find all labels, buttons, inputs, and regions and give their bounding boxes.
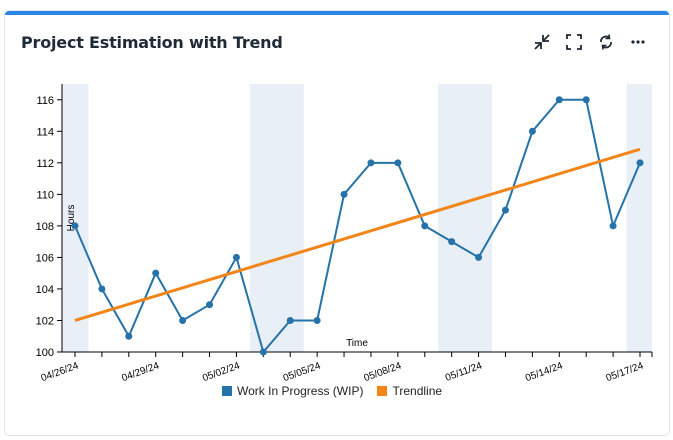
refresh-icon[interactable] [597, 33, 615, 51]
wip-point [421, 222, 429, 230]
x-tick-label: 04/26/24 [40, 360, 81, 384]
y-tick-label: 110 [36, 189, 54, 201]
weekend-band [62, 84, 89, 352]
legend-item-trendline[interactable]: Trendline [377, 384, 442, 398]
card-toolbar [533, 33, 647, 51]
wip-point [582, 96, 590, 104]
wip-point [636, 159, 644, 167]
wip-point [313, 316, 321, 324]
wip-point [179, 316, 187, 324]
legend-swatch-trendline [377, 386, 388, 396]
weekend-band [626, 84, 652, 352]
wip-point [340, 190, 348, 198]
wip-line [74, 98, 641, 355]
wip-point [555, 96, 563, 104]
x-tick-label: 05/05/24 [282, 360, 323, 384]
more-icon[interactable] [629, 33, 647, 51]
wip-point [609, 222, 617, 230]
wip-point [71, 222, 79, 230]
fullscreen-icon[interactable] [565, 33, 583, 51]
y-axis-title: Hours [66, 205, 77, 232]
x-axis-title: Time [346, 338, 368, 349]
x-tick-label: 05/14/24 [524, 360, 565, 384]
y-tick-label: 112 [36, 158, 54, 170]
legend-swatch-wip [222, 386, 232, 396]
x-tick-label: 05/11/24 [444, 360, 484, 384]
weekend-band [438, 84, 493, 352]
collapse-icon[interactable] [533, 33, 551, 51]
weekend-band [249, 84, 304, 352]
y-tick-label: 116 [36, 95, 54, 107]
wip-point [232, 253, 240, 261]
x-tick-label: 05/17/24 [605, 360, 646, 384]
wip-point [152, 269, 160, 277]
legend-label-wip: Work In Progress (WIP) [237, 384, 364, 398]
wip-point [286, 316, 294, 324]
wip-point [98, 285, 106, 293]
y-tick-label: 102 [36, 315, 54, 327]
card-title: Project Estimation with Trend [21, 33, 283, 52]
wip-point [394, 159, 402, 167]
y-tick-label: 106 [36, 252, 54, 264]
x-tick-label: 05/08/24 [363, 360, 404, 384]
y-tick-label: 100 [36, 347, 54, 359]
y-tick-label: 108 [36, 221, 54, 233]
wip-point [501, 206, 509, 214]
legend: Work In Progress (WIP) Trendline [222, 384, 442, 398]
trendline [74, 147, 641, 322]
x-tick-label: 05/02/24 [201, 360, 242, 384]
wip-point [367, 159, 375, 167]
wip-point [475, 253, 483, 261]
legend-item-wip[interactable]: Work In Progress (WIP) [222, 384, 363, 398]
wip-point [206, 301, 214, 309]
y-tick-label: 114 [36, 126, 54, 138]
legend-label-trendline: Trendline [392, 384, 443, 398]
wip-point [528, 127, 536, 135]
wip-point [448, 238, 456, 246]
y-tick-label: 104 [36, 284, 54, 296]
wip-point [125, 332, 133, 340]
wip-point [259, 348, 267, 356]
x-tick-label: 04/29/24 [120, 360, 161, 384]
